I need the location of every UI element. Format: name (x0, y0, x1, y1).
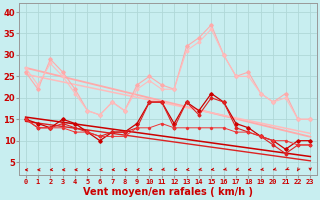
X-axis label: Vent moyen/en rafales ( km/h ): Vent moyen/en rafales ( km/h ) (83, 187, 253, 197)
